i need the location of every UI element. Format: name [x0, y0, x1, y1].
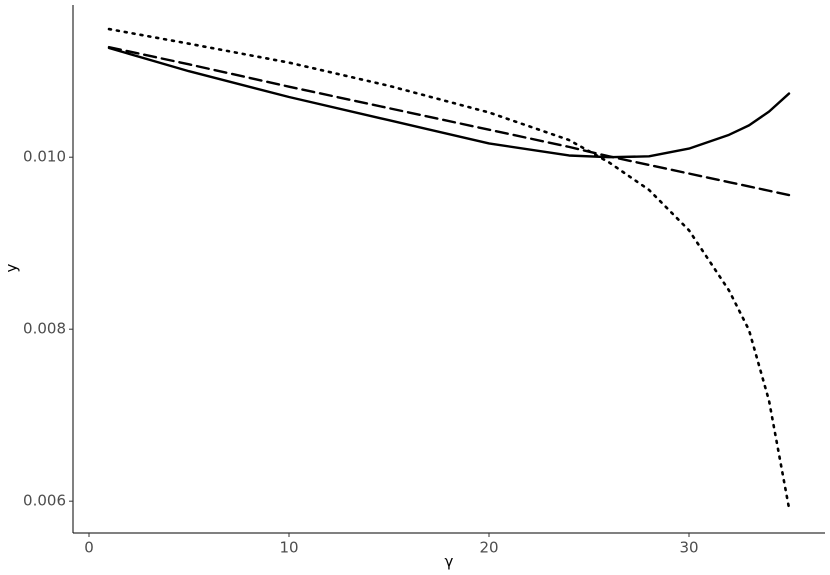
x-tick-label: 10: [279, 539, 298, 557]
y-tick-label: 0.010: [23, 148, 66, 166]
y-axis-title: y: [3, 263, 21, 272]
y-tick-label: 0.006: [23, 492, 66, 510]
line-series: [107, 46, 791, 159]
y-tick-label: 0.008: [23, 320, 66, 338]
line-series: [107, 27, 791, 510]
x-tick-label: 30: [679, 539, 698, 557]
x-axis-title: γ: [445, 553, 454, 571]
x-tick-label: 20: [479, 539, 498, 557]
line-series: [107, 45, 791, 197]
x-tick-label: 0: [84, 539, 94, 557]
